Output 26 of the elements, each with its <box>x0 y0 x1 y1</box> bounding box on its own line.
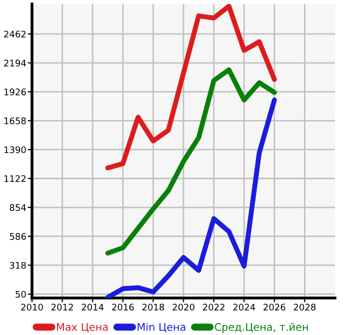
y-tick-label: 2462 <box>4 30 26 38</box>
y-tick-label: 1926 <box>4 88 26 96</box>
line-series <box>105 4 277 170</box>
x-tick-label: 2024 <box>233 304 256 311</box>
legend-label: Min Цена <box>138 322 186 332</box>
legend-label: Max Цена <box>57 323 108 332</box>
y-tick-label: 586 <box>10 233 26 240</box>
x-tick-label: 2010 <box>21 304 43 311</box>
x-tick-label: 2014 <box>82 304 104 311</box>
y-tick-label: 2194 <box>4 60 26 66</box>
legend-label: Сред.Цена, т.йен <box>214 322 308 333</box>
x-tick-label: 2022 <box>202 304 224 311</box>
y-tick-label: 1658 <box>4 117 26 124</box>
x-tick-label: 2018 <box>142 304 164 311</box>
line-series <box>105 98 277 298</box>
y-tick-label: 318 <box>10 262 26 269</box>
x-tick-label: 2026 <box>264 304 286 311</box>
y-tick-label: 854 <box>10 204 26 211</box>
x-tick-label: 2016 <box>112 304 134 311</box>
y-tick-label: 1390 <box>4 146 26 154</box>
x-tick-label: 2012 <box>51 304 73 311</box>
y-tick-label: 50 <box>16 290 26 298</box>
x-tick-label: 2028 <box>294 304 316 311</box>
line-series <box>105 67 277 256</box>
y-tick-label: 1122 <box>4 175 26 182</box>
x-tick-label: 2020 <box>172 304 194 311</box>
